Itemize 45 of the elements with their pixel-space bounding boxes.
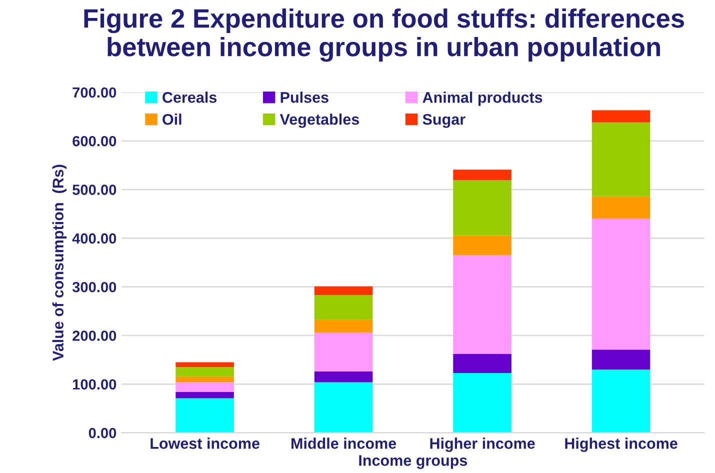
y-axis-title: Value of consumption (Rs): [52, 164, 67, 361]
bar: [592, 122, 650, 196]
bar: [314, 332, 373, 372]
bar: [453, 255, 512, 354]
bar: [592, 350, 650, 370]
bar: [176, 392, 234, 398]
bar: [314, 382, 373, 433]
y-tick-label: 300.00: [72, 282, 116, 292]
bar: [592, 370, 650, 433]
bar: [592, 110, 650, 122]
y-tick-label: 0.00: [88, 428, 116, 438]
legend-label: Sugar: [422, 114, 466, 128]
y-tick-label: 100.00: [73, 379, 116, 390]
bar: [314, 371, 373, 382]
bar: [176, 367, 234, 376]
bar: [453, 170, 512, 180]
bar: [176, 362, 234, 368]
bar: [453, 354, 512, 373]
legend-label: Oil: [162, 114, 182, 125]
bar: [592, 196, 650, 219]
x-tick-label: Highest income: [565, 438, 678, 452]
bar: [314, 320, 373, 333]
bar: [453, 180, 512, 236]
y-tick-label: 700.00: [72, 87, 116, 98]
y-tick-label: 500.00: [72, 184, 116, 195]
legend-label: Pulses: [280, 92, 328, 103]
y-tick-label: 200.00: [72, 330, 116, 341]
bar: [453, 236, 512, 256]
bar: [453, 372, 512, 433]
bar: [176, 376, 234, 382]
bar: [314, 295, 373, 320]
x-axis-title: Income groups: [359, 455, 468, 469]
y-tick-label: 600.00: [72, 136, 116, 146]
bar: [176, 382, 234, 392]
x-tick-label: Higher income: [430, 438, 535, 452]
chart-title: Figure 2 Expenditure on food stuffs: differences between income groups in urban population: [84, 8, 684, 62]
legend-label: Vegetables: [280, 114, 359, 128]
bar: [314, 286, 373, 296]
bar: [176, 398, 234, 433]
legend-label: Animal products: [422, 92, 542, 106]
legend-label: Cereals: [162, 92, 217, 103]
x-tick-label: Middle income: [292, 438, 396, 449]
y-tick-label: 400.00: [72, 233, 116, 244]
bar: [592, 218, 650, 350]
x-tick-label: Lowest income: [150, 438, 260, 449]
